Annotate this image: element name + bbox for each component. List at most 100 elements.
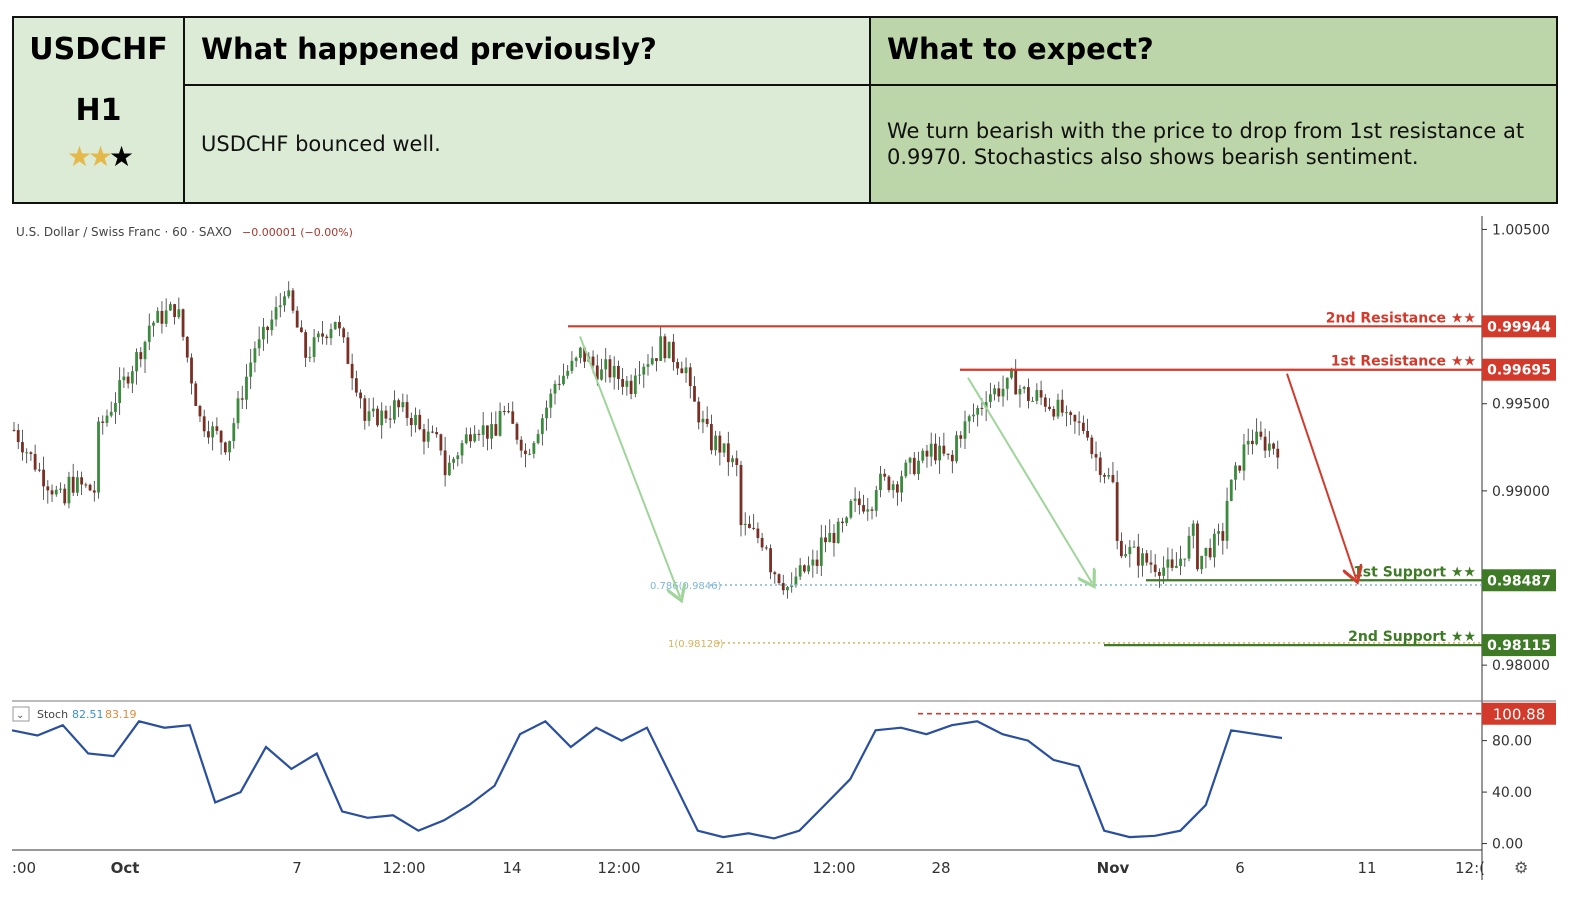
candle-body [714, 435, 718, 451]
candle-body [841, 521, 844, 524]
candle-body [109, 411, 113, 416]
candle-body [836, 521, 840, 543]
candle-body [228, 441, 231, 453]
candle-body [540, 418, 544, 435]
candle-body [37, 469, 41, 471]
level-price-label: 0.98487 [1487, 573, 1551, 589]
candle-body [519, 439, 523, 451]
candle-body [481, 425, 485, 435]
chart-change-label: −0.00001 (−0.00%) [242, 226, 353, 239]
candle-body [1094, 454, 1098, 458]
candle-body [515, 423, 519, 440]
candle-body [198, 405, 202, 417]
prev-body-cell: USDCHF bounced well. [185, 86, 871, 202]
level-price-tag [1482, 634, 1556, 657]
candle-body [1022, 387, 1026, 389]
candle-body [485, 425, 489, 439]
candle-body [1103, 474, 1106, 477]
candle-body [549, 393, 553, 408]
candle-body [177, 309, 181, 318]
candle-body [245, 376, 248, 400]
level-price-tag [1482, 358, 1556, 381]
candle-body [135, 352, 138, 372]
candle-body [181, 309, 185, 337]
time-tick-label: :00 [12, 859, 36, 877]
candle-body [980, 407, 984, 409]
candle-body [760, 537, 764, 548]
candle-body [904, 462, 908, 477]
candle-body [895, 484, 899, 493]
candle-body [984, 402, 988, 409]
candle-body [418, 414, 422, 430]
candle-body [739, 464, 743, 526]
candle-body [1056, 399, 1060, 417]
candle-body [824, 537, 827, 543]
chart-title: U.S. Dollar / Swiss Franc · 60 · SAXO [16, 225, 232, 239]
candle-body [1048, 406, 1051, 410]
candle-body [139, 352, 143, 360]
time-tick-label: 12:00 [382, 859, 425, 877]
candle-body [1035, 390, 1039, 401]
candle-body [832, 532, 836, 543]
candle-body [1179, 558, 1182, 566]
green-arrow [967, 377, 1092, 583]
candle-body [621, 378, 625, 387]
candle-body [46, 486, 50, 491]
symbol-label: USDCHF [29, 32, 168, 67]
candle-body [1010, 370, 1013, 378]
candle-body [764, 547, 768, 549]
candle-body [697, 401, 701, 423]
candle-body [1229, 479, 1233, 501]
candle-body [545, 407, 548, 419]
candle-body [807, 565, 811, 572]
time-tick-label: Oct [111, 859, 140, 877]
candle-body [1174, 565, 1178, 568]
stoch-collapse-button[interactable] [12, 706, 30, 722]
candle-body [12, 429, 16, 431]
level-label: 1st Support ★★ [1353, 564, 1476, 580]
candle-body [1141, 553, 1144, 566]
candle-body [160, 310, 164, 324]
candle-body [1145, 553, 1149, 563]
candle-body [853, 498, 857, 501]
candle-body [460, 443, 464, 456]
candle-body [439, 434, 443, 451]
candle-body [308, 356, 312, 358]
candle-body [122, 376, 126, 381]
candle-body [1115, 482, 1119, 541]
candle-body [663, 336, 667, 359]
candle-body [194, 383, 198, 406]
candle-body [464, 434, 468, 444]
candle-body [1212, 533, 1216, 558]
candle-body [295, 310, 299, 328]
candle-body [959, 435, 963, 439]
candle-body [617, 365, 620, 379]
candle-body [1166, 559, 1170, 568]
settings-gear-icon[interactable]: ⚙ [1514, 858, 1528, 877]
candle-body [443, 450, 447, 476]
candle-body [879, 473, 882, 491]
candle-body [967, 416, 971, 422]
candle-body [63, 488, 67, 504]
candle-body [354, 378, 358, 393]
candle-body [1090, 437, 1094, 455]
candle-body [667, 341, 671, 359]
time-tick-label: 6 [1235, 859, 1245, 877]
candle-body [748, 523, 751, 528]
candle-body [363, 398, 367, 421]
candle-body [502, 411, 506, 413]
candle-body [929, 443, 933, 457]
candle-body [781, 583, 785, 591]
candle-body [25, 452, 29, 454]
prev-title: What happened previously? [201, 32, 657, 66]
star-empty-icon: ★ [109, 140, 134, 173]
candle-body [752, 527, 756, 529]
prev-header-cell: What happened previously? [185, 18, 871, 86]
candle-body [223, 442, 227, 453]
candle-body [152, 322, 155, 326]
time-tick-label: 11 [1357, 859, 1376, 877]
candle-body [802, 565, 806, 572]
level-label: 1st Resistance ★★ [1331, 354, 1476, 370]
candle-body [1027, 387, 1030, 401]
